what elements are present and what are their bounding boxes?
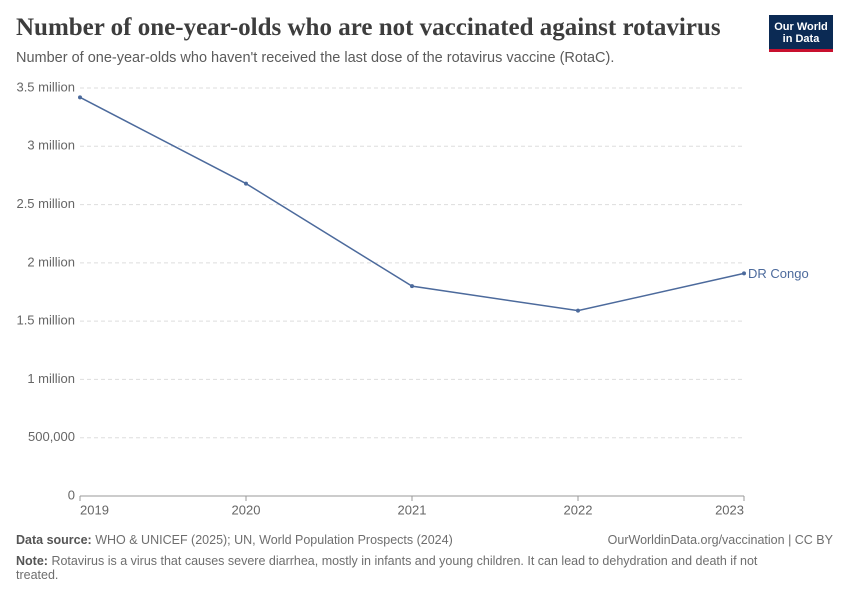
- y-tick-label: 0: [68, 487, 75, 502]
- chart-title: Number of one-year-olds who are not vacc…: [16, 14, 721, 41]
- point: [742, 271, 746, 276]
- source-label: Data source:: [16, 533, 92, 547]
- x-tick-label: 2022: [564, 502, 593, 517]
- point: [576, 308, 580, 313]
- url: OurWorldinData.org/vaccination | CC BY: [607, 533, 833, 547]
- logo: Our World in Data: [769, 15, 833, 52]
- line: [79, 96, 745, 312]
- y-tick-label: 2.5 million: [16, 196, 75, 211]
- y-tick-label: 1.5 million: [16, 313, 75, 328]
- note-label: Note:: [16, 554, 48, 568]
- note: Note: Rotavirus is a virus that causes s…: [16, 554, 786, 582]
- point: [78, 95, 82, 100]
- y-tick-label: 1 million: [27, 371, 75, 386]
- y-tick-label: 3 million: [27, 138, 75, 153]
- source: Data source: WHO & UNICEF (2025); UN, Wo…: [16, 533, 453, 547]
- chart-subtitle: Number of one-year-olds who haven't rece…: [16, 50, 615, 66]
- series-label: DR Congo: [748, 266, 809, 281]
- x-tick-label: 2019: [80, 502, 109, 517]
- x-tick-label: 2021: [398, 502, 427, 517]
- note-text: Rotavirus is a virus that causes severe …: [16, 554, 758, 582]
- y-tick-label: 500,000: [28, 429, 75, 444]
- x-tick-label: 2023: [715, 502, 744, 517]
- y-tick-label: 3.5 million: [16, 79, 75, 94]
- point: [244, 181, 248, 186]
- x-tick-label: 2020: [232, 502, 261, 517]
- point: [410, 284, 414, 289]
- source-text: WHO & UNICEF (2025); UN, World Populatio…: [95, 533, 453, 547]
- logo-text: in Data: [782, 33, 820, 45]
- logo-text: Our World: [774, 21, 828, 33]
- y-tick-label: 2 million: [27, 254, 75, 269]
